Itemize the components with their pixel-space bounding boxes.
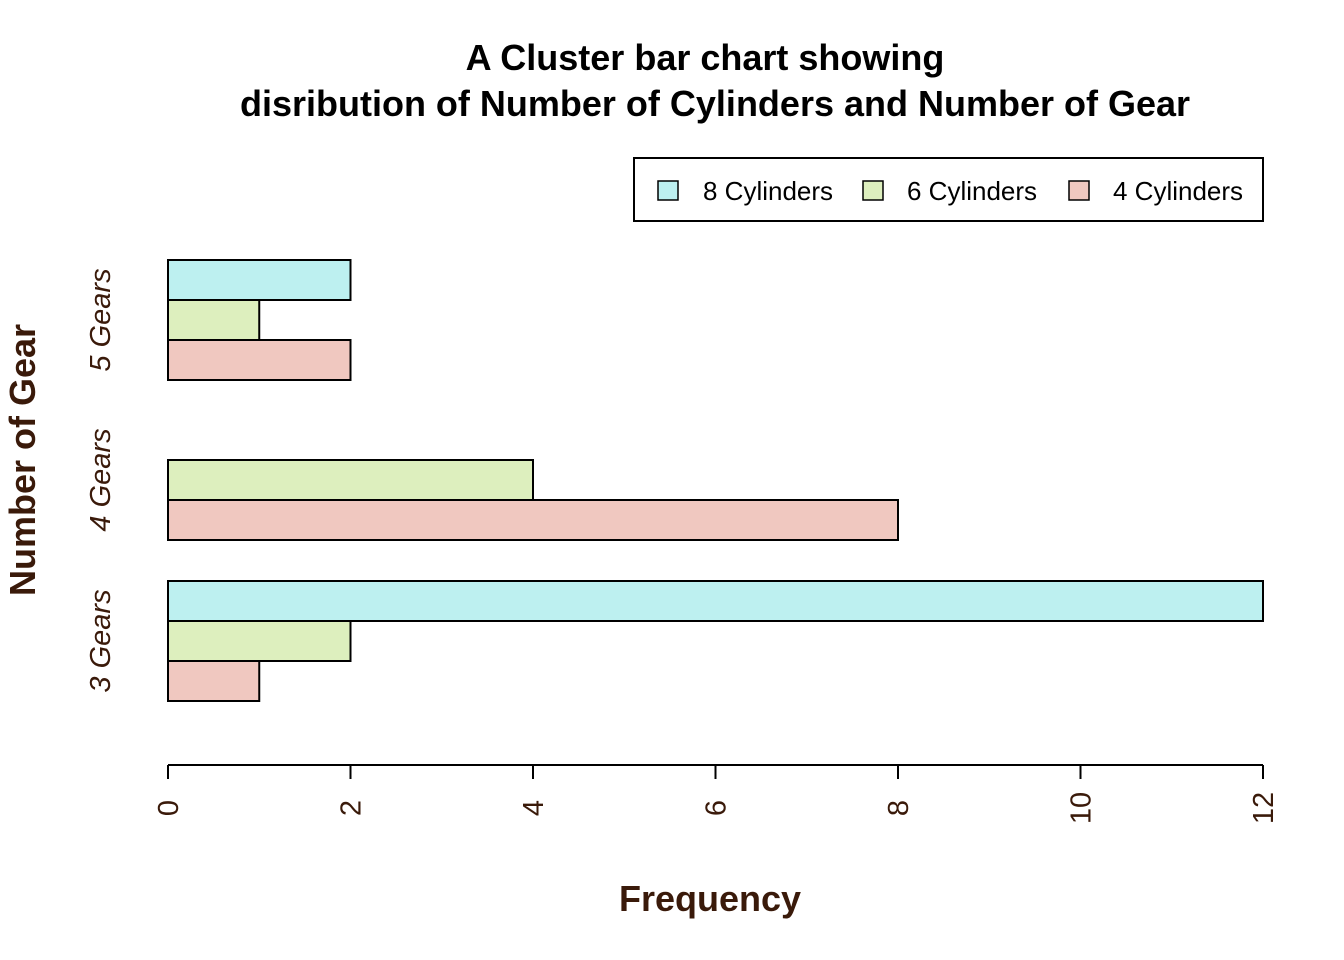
- bar-3-gears-6-cylinders: [167, 620, 352, 662]
- x-axis-title: Frequency: [619, 878, 801, 919]
- chart-title-line-1: A Cluster bar chart showing: [466, 37, 945, 78]
- x-tick-label: 0: [153, 800, 185, 816]
- category-label: 4 Gears: [85, 428, 117, 531]
- x-axis: 0 2 4 6 8 10 12: [153, 764, 1280, 824]
- legend-swatch-6-cylinders: [862, 180, 884, 201]
- bar-3-gears-4-cylinders: [167, 660, 261, 702]
- bar-5-gears-6-cylinders: [167, 299, 261, 341]
- category-label: 3 Gears: [85, 589, 117, 692]
- chart-title-line-2: disribution of Number of Cylinders and N…: [240, 83, 1190, 124]
- x-tick-label: 4: [518, 800, 550, 816]
- legend-box: [633, 157, 1264, 222]
- bar-4-gears-6-cylinders: [167, 459, 534, 501]
- bar-4-gears-4-cylinders: [167, 499, 899, 541]
- bar-3-gears-8-cylinders: [167, 580, 1264, 622]
- x-tick-label: 2: [336, 800, 368, 816]
- x-tick-label: 12: [1248, 792, 1280, 824]
- legend-swatch-8-cylinders: [657, 180, 679, 201]
- legend-swatch-4-cylinders: [1068, 180, 1090, 201]
- x-tick-label: 6: [701, 800, 733, 816]
- bar-5-gears-8-cylinders: [167, 259, 352, 301]
- x-tick-label: 10: [1066, 792, 1098, 824]
- x-tick-label: 8: [883, 800, 915, 816]
- category-labels: 3 Gears 4 Gears 5 Gears: [85, 268, 117, 692]
- category-label: 5 Gears: [85, 268, 117, 371]
- legend-label: 8 Cylinders: [703, 176, 833, 206]
- legend: 8 Cylinders 6 Cylinders 4 Cylinders: [633, 157, 1264, 222]
- legend-label: 4 Cylinders: [1113, 176, 1243, 206]
- legend-label: 6 Cylinders: [907, 176, 1037, 206]
- y-axis-title: Number of Gear: [2, 324, 43, 596]
- bar-5-gears-4-cylinders: [167, 339, 352, 381]
- bars-layer: [167, 259, 1264, 702]
